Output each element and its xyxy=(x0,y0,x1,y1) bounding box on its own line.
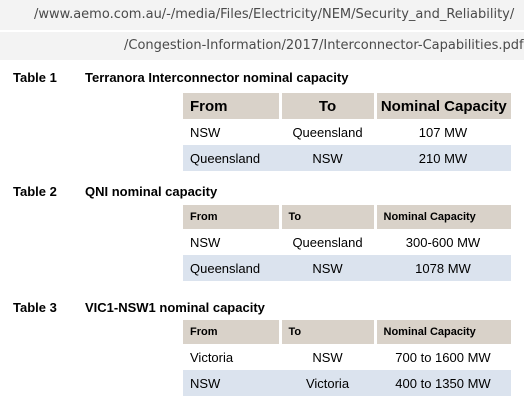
header-from: From xyxy=(183,320,282,344)
cell-capacity: 107 MW xyxy=(375,119,511,145)
cell-from: Victoria xyxy=(183,344,280,370)
header-capacity: Nominal Capacity xyxy=(375,205,511,229)
table-3-number: Table 3 xyxy=(13,300,57,315)
table-1-number: Table 1 xyxy=(13,70,57,85)
table-row: NSW Victoria 400 to 1350 MW xyxy=(183,370,511,396)
url-line-2[interactable]: /Congestion-Information/2017/Interconnec… xyxy=(0,32,524,60)
header-capacity: Nominal Capacity xyxy=(375,320,511,344)
cell-capacity: 400 to 1350 MW xyxy=(375,370,511,396)
header-to: To xyxy=(280,320,377,344)
cell-to: Queensland xyxy=(280,229,375,255)
cell-capacity: 210 MW xyxy=(375,145,511,171)
table-1-caption: Table 1 Terranora Interconnector nominal … xyxy=(13,70,348,85)
cell-capacity: 300-600 MW xyxy=(375,229,511,255)
table-header-row: From To Nominal Capacity xyxy=(183,205,511,229)
cell-to: NSW xyxy=(280,145,375,171)
cell-from: NSW xyxy=(183,370,280,396)
cell-to: NSW xyxy=(280,344,375,370)
cell-from: NSW xyxy=(183,119,280,145)
table-2-title: QNI nominal capacity xyxy=(85,184,218,199)
table-3-title: VIC1-NSW1 nominal capacity xyxy=(85,300,265,315)
cell-capacity: 700 to 1600 MW xyxy=(375,344,511,370)
table-2-caption: Table 2 QNI nominal capacity xyxy=(13,184,217,199)
table-row: Victoria NSW 700 to 1600 MW xyxy=(183,344,511,370)
table-3-caption: Table 3 VIC1-NSW1 nominal capacity xyxy=(13,300,265,315)
table-row: Queensland NSW 210 MW xyxy=(183,145,511,171)
table-2-number: Table 2 xyxy=(13,184,57,199)
header-from: From xyxy=(183,205,282,229)
cell-from: NSW xyxy=(183,229,280,255)
cell-to: Victoria xyxy=(280,370,375,396)
cell-from: Queensland xyxy=(183,145,280,171)
table-row: NSW Queensland 107 MW xyxy=(183,119,511,145)
table-header-row: From To Nominal Capacity xyxy=(183,93,511,119)
header-from: From xyxy=(183,93,282,119)
table-row: NSW Queensland 300-600 MW xyxy=(183,229,511,255)
cell-to: NSW xyxy=(280,255,375,281)
cell-from: Queensland xyxy=(183,255,280,281)
url-link-1[interactable]: /www.aemo.com.au/-/media/Files/Electrici… xyxy=(34,7,515,22)
header-to: To xyxy=(280,205,377,229)
header-to: To xyxy=(280,93,377,119)
url-link-2[interactable]: /Congestion-Information/2017/Interconnec… xyxy=(124,38,524,53)
table-row: Queensland NSW 1078 MW xyxy=(183,255,511,281)
table-header-row: From To Nominal Capacity xyxy=(183,320,511,344)
header-capacity: Nominal Capacity xyxy=(375,93,511,119)
table-2: From To Nominal Capacity NSW Queensland … xyxy=(183,205,511,281)
url-line-1[interactable]: /www.aemo.com.au/-/media/Files/Electrici… xyxy=(0,0,524,30)
cell-to: Queensland xyxy=(280,119,375,145)
table-1: From To Nominal Capacity NSW Queensland … xyxy=(183,93,511,171)
cell-capacity: 1078 MW xyxy=(375,255,511,281)
table-3: From To Nominal Capacity Victoria NSW 70… xyxy=(183,320,511,396)
table-1-title: Terranora Interconnector nominal capacit… xyxy=(85,70,349,85)
